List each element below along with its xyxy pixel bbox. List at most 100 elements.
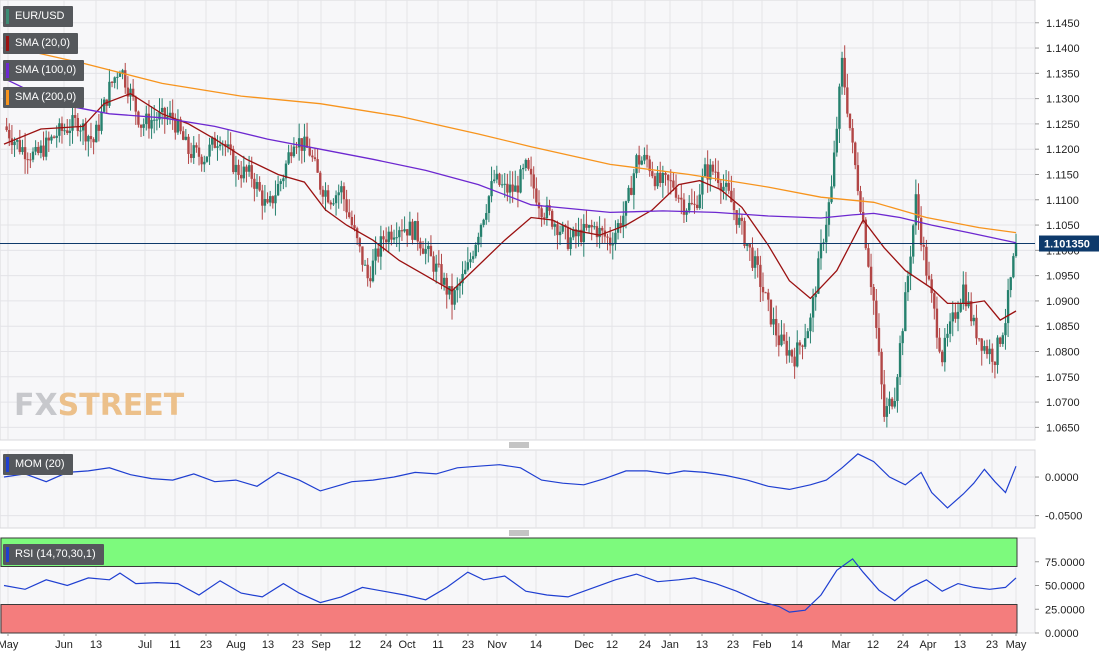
candle-body bbox=[769, 299, 773, 325]
candle-body bbox=[495, 173, 499, 180]
sma-line-0 bbox=[3, 92, 1017, 321]
candle-body bbox=[738, 217, 741, 225]
legend-eurusd-label: EUR/USD bbox=[15, 10, 65, 22]
legend-eurusd[interactable]: EUR/USD bbox=[3, 6, 73, 27]
candle-body bbox=[226, 144, 230, 147]
candle-body bbox=[909, 256, 912, 277]
price-ytick-label: 1.1100 bbox=[1046, 195, 1079, 207]
xtick-label: Aug bbox=[226, 639, 246, 651]
fxstreet-watermark: FXSTREET bbox=[14, 388, 185, 423]
candle-body bbox=[445, 277, 448, 295]
candle-body bbox=[108, 81, 111, 106]
candle-body bbox=[601, 227, 604, 231]
candle-body bbox=[927, 275, 931, 280]
candle-body bbox=[384, 239, 388, 243]
candle-body bbox=[912, 225, 915, 257]
candle-body bbox=[469, 259, 472, 263]
candle-body bbox=[598, 227, 601, 238]
candle-body bbox=[524, 159, 528, 168]
candle-body bbox=[735, 210, 738, 225]
candle-body bbox=[232, 148, 235, 173]
legend-rsi[interactable]: RSI (14,70,30,1) bbox=[3, 544, 104, 565]
candle-body bbox=[334, 195, 338, 204]
candle-body bbox=[195, 145, 198, 148]
candle-body bbox=[856, 165, 860, 192]
candle-body bbox=[474, 244, 477, 257]
candle-body bbox=[743, 220, 746, 246]
candle-body bbox=[983, 346, 986, 351]
price-ytick-label: 1.1350 bbox=[1046, 68, 1080, 80]
candle-body bbox=[561, 225, 564, 232]
rsi-ytick-label: 0.0000 bbox=[1045, 628, 1079, 640]
candle-body bbox=[811, 297, 815, 318]
candle-body bbox=[680, 197, 683, 200]
xtick-label: Mar bbox=[832, 639, 851, 651]
candle-body bbox=[832, 152, 836, 187]
candle-body bbox=[988, 348, 991, 355]
candle-body bbox=[969, 301, 973, 322]
candle-body bbox=[395, 237, 398, 239]
legend-mom-label: MOM (20) bbox=[15, 458, 65, 470]
candle-body bbox=[205, 156, 209, 162]
sma20-swatch bbox=[6, 36, 9, 51]
candle-body bbox=[482, 219, 485, 225]
candle-body bbox=[87, 136, 90, 142]
candle-body bbox=[471, 256, 475, 260]
candle-body bbox=[827, 202, 831, 225]
xtick-label: 13 bbox=[262, 639, 274, 651]
candle-body bbox=[42, 145, 45, 157]
candle-body bbox=[287, 152, 290, 164]
candle-body bbox=[682, 199, 686, 215]
candle-body bbox=[229, 144, 232, 149]
candle-body bbox=[885, 406, 889, 417]
candle-body bbox=[490, 181, 493, 197]
candle-body bbox=[1004, 323, 1007, 336]
candle-body bbox=[611, 244, 614, 246]
candle-body bbox=[263, 199, 267, 206]
candle-body bbox=[998, 337, 1002, 344]
candle-body bbox=[419, 241, 422, 249]
candle-body bbox=[648, 159, 651, 172]
candle-body bbox=[398, 230, 401, 238]
candle-body bbox=[400, 230, 404, 232]
candle-body bbox=[271, 196, 275, 204]
candle-body bbox=[606, 236, 609, 238]
candle-body bbox=[174, 118, 177, 133]
candle-body bbox=[290, 152, 293, 157]
candle-body bbox=[954, 312, 957, 319]
legend-mom[interactable]: MOM (20) bbox=[3, 454, 73, 475]
price-ytick-label: 1.0650 bbox=[1046, 422, 1080, 434]
candle-body bbox=[1012, 256, 1015, 278]
candle-body bbox=[355, 228, 359, 239]
xtick-label: 11 bbox=[169, 639, 180, 651]
candle-body bbox=[745, 244, 749, 246]
legend-sma100[interactable]: SMA (100,0) bbox=[3, 60, 85, 81]
candle-body bbox=[753, 256, 757, 268]
candle-body bbox=[553, 224, 557, 227]
candle-body bbox=[930, 279, 933, 294]
candle-body bbox=[521, 167, 525, 170]
candle-body bbox=[701, 176, 704, 195]
legend-sma200[interactable]: SMA (200,0) bbox=[3, 87, 85, 108]
sma200-swatch bbox=[6, 90, 9, 105]
candle-body bbox=[255, 182, 259, 189]
xtick-label: Dec bbox=[574, 639, 594, 651]
candle-body bbox=[216, 146, 219, 148]
candle-body bbox=[972, 317, 976, 322]
candle-body bbox=[139, 124, 143, 128]
candle-body bbox=[435, 263, 438, 272]
candle-body bbox=[748, 244, 752, 248]
candle-body bbox=[964, 284, 968, 307]
legend-sma20-label: SMA (20,0) bbox=[15, 37, 71, 49]
price-ytick-label: 1.0900 bbox=[1046, 296, 1080, 308]
candle-body bbox=[896, 377, 899, 402]
xtick-label: Nov bbox=[487, 639, 507, 651]
legend-sma20[interactable]: SMA (20,0) bbox=[3, 33, 79, 54]
candle-body bbox=[877, 327, 881, 352]
candle-body bbox=[645, 154, 649, 160]
candle-body bbox=[503, 183, 506, 185]
candle-body bbox=[479, 224, 483, 237]
candle-body bbox=[100, 111, 103, 131]
candle-body bbox=[266, 199, 269, 203]
